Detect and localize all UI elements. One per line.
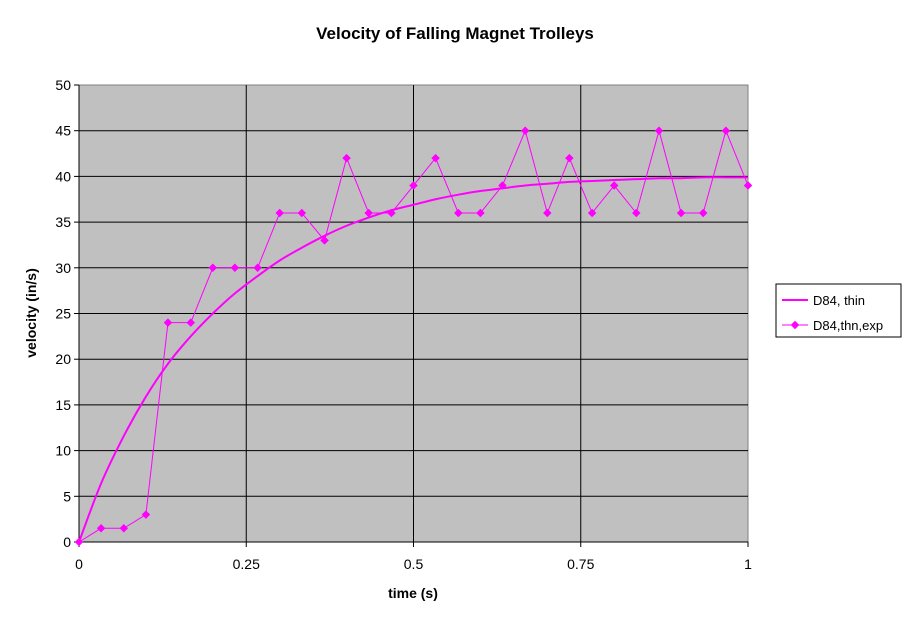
data-point [387, 208, 396, 218]
y-tick-label: 50 [55, 77, 71, 93]
data-point [163, 318, 173, 327]
data-point [320, 236, 329, 245]
data-point [141, 510, 151, 519]
data-point [454, 208, 463, 218]
legend-marker-series-2 [790, 320, 800, 330]
legend-box [775, 283, 902, 338]
legend-label-series-2: D84,thn,exp [813, 318, 883, 333]
legend-label-series-1: D84, thin [813, 293, 865, 308]
y-tick-label: 35 [55, 214, 71, 230]
data-point [208, 263, 218, 273]
x-tick-label: 0.25 [233, 556, 260, 572]
y-tick-label: 25 [55, 306, 71, 322]
y-axis-ticks: 0 5 10 15 20 25 30 35 40 45 50 [55, 77, 79, 550]
data-point [186, 318, 195, 327]
y-axis-label: velocity (in/s) [23, 268, 39, 357]
series-line-1 [78, 176, 748, 543]
legend: D84, thin D84,thn,exp [775, 283, 902, 338]
data-point [476, 208, 485, 218]
y-tick-label: 45 [55, 123, 71, 139]
data-point [409, 181, 418, 190]
data-point [230, 263, 240, 273]
gridlines [78, 85, 748, 543]
data-point [364, 208, 373, 218]
x-tick-label: 0 [75, 556, 83, 572]
data-point [431, 153, 440, 163]
y-tick-label: 15 [55, 397, 71, 413]
y-tick-label: 5 [63, 488, 71, 504]
x-axis-ticks: 0 0.25 0.5 0.75 1 [75, 542, 752, 572]
x-tick-label: 0.5 [404, 556, 424, 572]
data-point [297, 208, 307, 218]
data-point [498, 181, 507, 190]
y-tick-label: 30 [55, 260, 71, 276]
chart-title: Velocity of Falling Magnet Trolleys [316, 24, 594, 43]
x-tick-label: 0.75 [567, 556, 594, 572]
y-tick-label: 40 [55, 168, 71, 184]
x-tick-label: 1 [744, 556, 752, 572]
y-tick-label: 10 [55, 443, 71, 459]
x-axis-label: time (s) [388, 585, 438, 601]
y-tick-label: 20 [55, 351, 71, 367]
y-tick-label: 0 [63, 534, 71, 550]
data-point [342, 153, 351, 163]
data-point [275, 208, 284, 218]
